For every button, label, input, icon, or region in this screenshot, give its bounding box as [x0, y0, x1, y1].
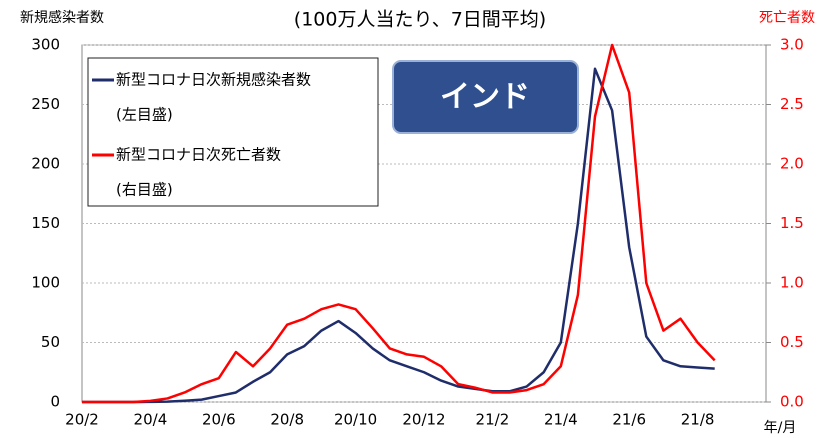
- y2-tick-label: 2.0: [780, 155, 804, 173]
- annotation: インド: [440, 80, 530, 115]
- x-tick-label: 21/6: [612, 411, 646, 429]
- x-tick-label: 21/8: [681, 411, 715, 429]
- y2-tick-label: 2.5: [780, 95, 804, 113]
- y2-tick-label: 1.0: [780, 274, 804, 292]
- x-tick-label: 20/6: [202, 411, 236, 429]
- series-line: [82, 43, 716, 404]
- x-axis-label: 年/月: [764, 420, 797, 436]
- y-tick-label: 200: [31, 155, 60, 173]
- x-tick-label: 21/4: [544, 411, 578, 429]
- legend-note: (右目盛): [116, 181, 173, 199]
- y2-tick-label: 3.0: [780, 36, 804, 54]
- x-tick-label: 20/4: [134, 411, 168, 429]
- y2-tick-label: 1.5: [780, 214, 804, 232]
- y-tick-label: 0: [50, 393, 60, 411]
- y-tick-label: 300: [31, 36, 60, 54]
- legend-label: 新型コロナ日次死亡者数: [116, 146, 281, 164]
- annotation-box: [392, 60, 579, 134]
- chart-title: (100万人当たり、7日間平均): [294, 9, 546, 31]
- y2-tick-label: 0.0: [780, 393, 804, 411]
- legend-note: (左目盛): [116, 106, 173, 124]
- series-line: [82, 67, 715, 404]
- y2-tick-label: 0.5: [780, 333, 804, 351]
- y-tick-label: 50: [41, 333, 60, 351]
- y-tick-label: 100: [31, 274, 60, 292]
- y-tick-label: 150: [31, 214, 60, 232]
- y2-axis-label: 死亡者数: [759, 10, 815, 26]
- x-tick-label: 21/2: [476, 411, 510, 429]
- x-tick-label: 20/8: [270, 411, 304, 429]
- legend-label: 新型コロナ日次新規感染者数: [116, 71, 311, 89]
- y-axis-label: 新規感染者数: [20, 9, 104, 26]
- x-tick-label: 20/2: [65, 411, 99, 429]
- legend-box: [87, 57, 379, 207]
- x-tick-label: 20/12: [402, 411, 445, 429]
- x-tick-label: 20/10: [334, 411, 377, 429]
- y-tick-label: 250: [31, 95, 60, 113]
